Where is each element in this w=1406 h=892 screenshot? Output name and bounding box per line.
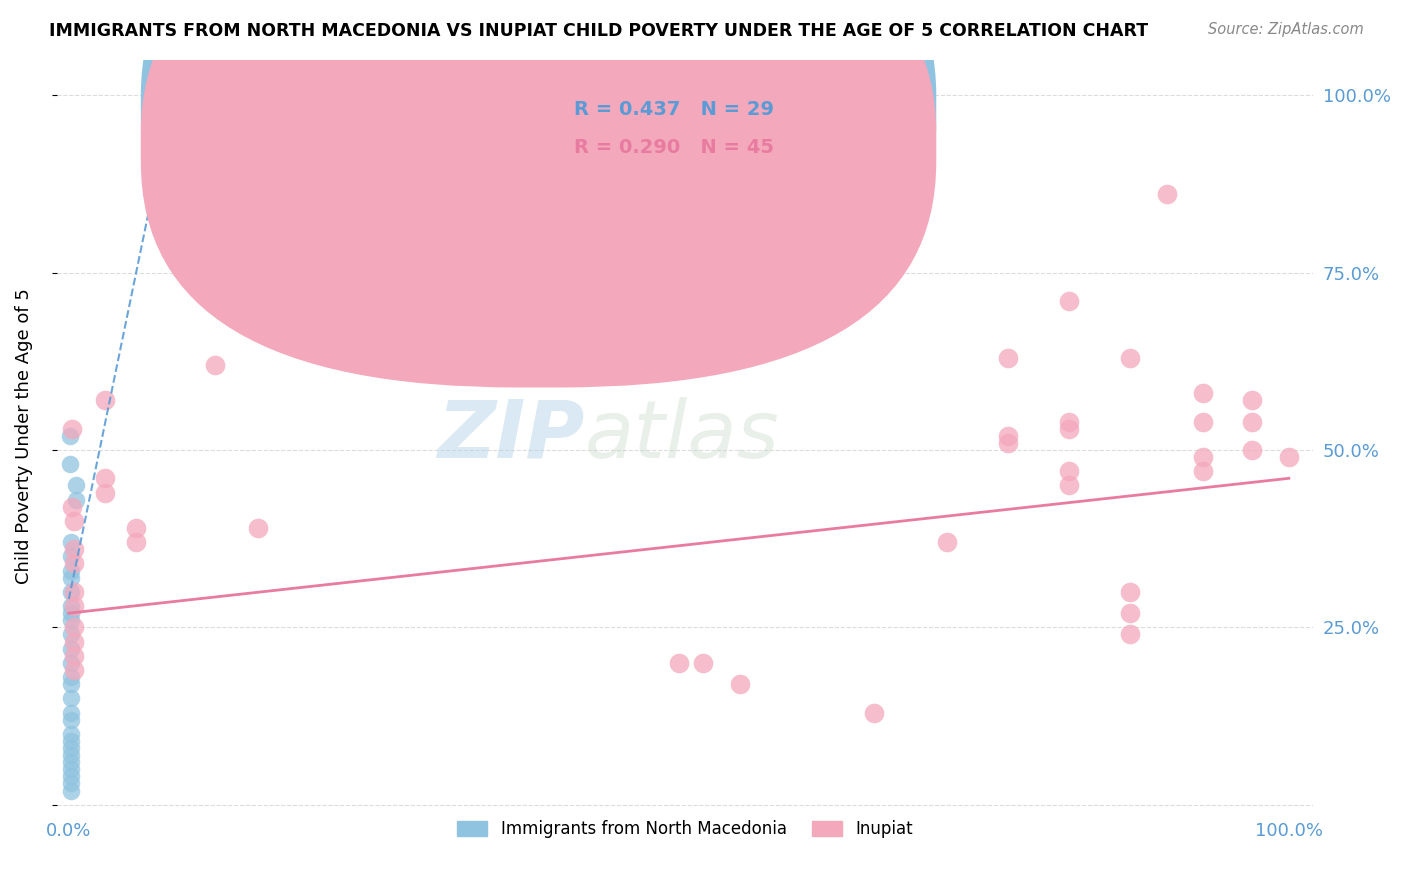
Text: R = 0.290   N = 45: R = 0.290 N = 45: [575, 138, 775, 157]
Point: [1192, 464, 1215, 478]
Point: [62, 620, 84, 634]
Point: [125, 521, 148, 535]
Point: [204, 358, 226, 372]
Point: [60, 713, 83, 727]
Point: [60, 535, 83, 549]
Point: [60, 670, 83, 684]
Point: [59, 428, 82, 442]
Point: [125, 535, 148, 549]
Point: [62, 557, 84, 571]
Point: [1241, 393, 1264, 408]
Point: [692, 656, 714, 670]
Point: [1192, 415, 1215, 429]
Point: [60, 656, 83, 670]
Point: [62, 585, 84, 599]
Point: [1119, 627, 1142, 641]
FancyBboxPatch shape: [141, 0, 936, 387]
Point: [62, 648, 84, 663]
Point: [997, 351, 1019, 365]
Point: [668, 656, 690, 670]
Point: [1059, 464, 1081, 478]
Point: [246, 521, 269, 535]
Text: R = 0.437   N = 29: R = 0.437 N = 29: [575, 100, 775, 120]
Point: [60, 691, 83, 706]
Point: [60, 734, 83, 748]
Point: [62, 599, 84, 613]
Point: [62, 634, 84, 648]
Text: atlas: atlas: [585, 397, 779, 475]
Point: [60, 755, 83, 769]
Point: [60, 549, 83, 564]
Point: [1119, 606, 1142, 620]
Text: Source: ZipAtlas.com: Source: ZipAtlas.com: [1208, 22, 1364, 37]
Point: [997, 435, 1019, 450]
Point: [60, 783, 83, 797]
Point: [60, 571, 83, 585]
Point: [60, 641, 83, 656]
Point: [1241, 415, 1264, 429]
Text: ZIP: ZIP: [437, 397, 585, 475]
Point: [94, 485, 117, 500]
Point: [1192, 450, 1215, 464]
FancyBboxPatch shape: [492, 80, 834, 171]
Y-axis label: Child Poverty Under the Age of 5: Child Poverty Under the Age of 5: [15, 288, 32, 583]
Point: [496, 315, 519, 329]
Text: IMMIGRANTS FROM NORTH MACEDONIA VS INUPIAT CHILD POVERTY UNDER THE AGE OF 5 CORR: IMMIGRANTS FROM NORTH MACEDONIA VS INUPI…: [49, 22, 1149, 40]
Point: [62, 663, 84, 677]
Point: [65, 478, 87, 492]
Point: [1119, 351, 1142, 365]
Point: [60, 585, 83, 599]
Point: [60, 741, 83, 756]
Point: [863, 706, 886, 720]
Legend: Immigrants from North Macedonia, Inupiat: Immigrants from North Macedonia, Inupiat: [451, 814, 920, 845]
FancyBboxPatch shape: [141, 0, 936, 350]
Point: [60, 613, 83, 627]
Point: [1278, 450, 1301, 464]
Point: [65, 492, 87, 507]
Point: [94, 471, 117, 485]
Point: [60, 748, 83, 763]
Point: [60, 727, 83, 741]
Point: [62, 422, 84, 436]
Point: [60, 762, 83, 776]
Point: [1059, 422, 1081, 436]
Point: [936, 535, 959, 549]
Point: [60, 564, 83, 578]
Point: [60, 776, 83, 790]
Point: [60, 627, 83, 641]
Point: [1241, 442, 1264, 457]
Point: [60, 706, 83, 720]
Point: [1192, 386, 1215, 401]
Point: [60, 677, 83, 691]
Point: [62, 542, 84, 557]
Point: [62, 514, 84, 528]
Point: [1156, 187, 1178, 202]
Point: [728, 677, 751, 691]
Point: [94, 393, 117, 408]
Point: [60, 606, 83, 620]
Point: [60, 769, 83, 783]
Point: [1059, 415, 1081, 429]
Point: [62, 500, 84, 514]
Point: [59, 457, 82, 471]
Point: [1059, 478, 1081, 492]
Point: [60, 599, 83, 613]
Point: [1119, 585, 1142, 599]
Point: [1059, 293, 1081, 308]
Point: [997, 428, 1019, 442]
